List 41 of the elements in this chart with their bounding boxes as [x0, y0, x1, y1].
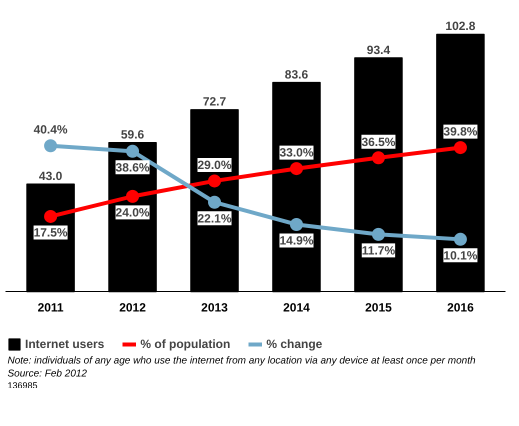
text: Note: individuals of any age who use the internet from any location via any device at least once per month: [8, 356, 476, 366]
point: [44, 139, 58, 152]
x-tick-label: 2014: [283, 300, 310, 315]
source-note: Source: Feb 2012: [8, 368, 88, 380]
point: [454, 232, 467, 246]
x-tick-label: 2012: [119, 300, 146, 315]
data-label: 22.1%: [198, 211, 232, 226]
point: [372, 228, 385, 241]
data-label: 11.7%: [362, 243, 396, 258]
data-label: 83.6: [284, 67, 308, 82]
data-label: 43.0: [38, 169, 63, 184]
point: [208, 174, 222, 188]
data-label: 38.6%: [116, 160, 150, 174]
point: [454, 141, 467, 154]
x-tick-label: 2015: [365, 300, 392, 315]
point: [372, 151, 385, 164]
data-label: 40.4%: [34, 122, 68, 137]
x-tick-label: 2013: [201, 300, 228, 315]
data-label: 14.9%: [279, 233, 314, 248]
legend-label: Internet users: [25, 337, 104, 351]
data-label: 17.5%: [34, 225, 68, 240]
point: [44, 210, 58, 223]
x-tick-label: 2011: [38, 300, 64, 315]
point: [290, 162, 303, 176]
data-label: 93.4: [366, 42, 390, 57]
legend-label: % of population: [140, 337, 230, 351]
data-label: 24.0%: [116, 205, 150, 220]
x-tick-label: 2016: [447, 300, 474, 315]
data-label: 33.0%: [279, 146, 314, 160]
point: [126, 144, 140, 158]
data-label: 10.1%: [443, 248, 478, 262]
data-label: 39.8%: [443, 124, 478, 139]
data-label: 59.6: [120, 127, 145, 142]
data-label: 102.8: [445, 19, 476, 34]
point: [126, 190, 140, 203]
data-label: 29.0%: [198, 158, 232, 172]
point: [208, 196, 222, 209]
data-label: 36.5%: [361, 134, 396, 149]
data-label: 72.7: [202, 94, 227, 109]
point: [290, 218, 303, 231]
legend-label: % change: [266, 337, 322, 351]
